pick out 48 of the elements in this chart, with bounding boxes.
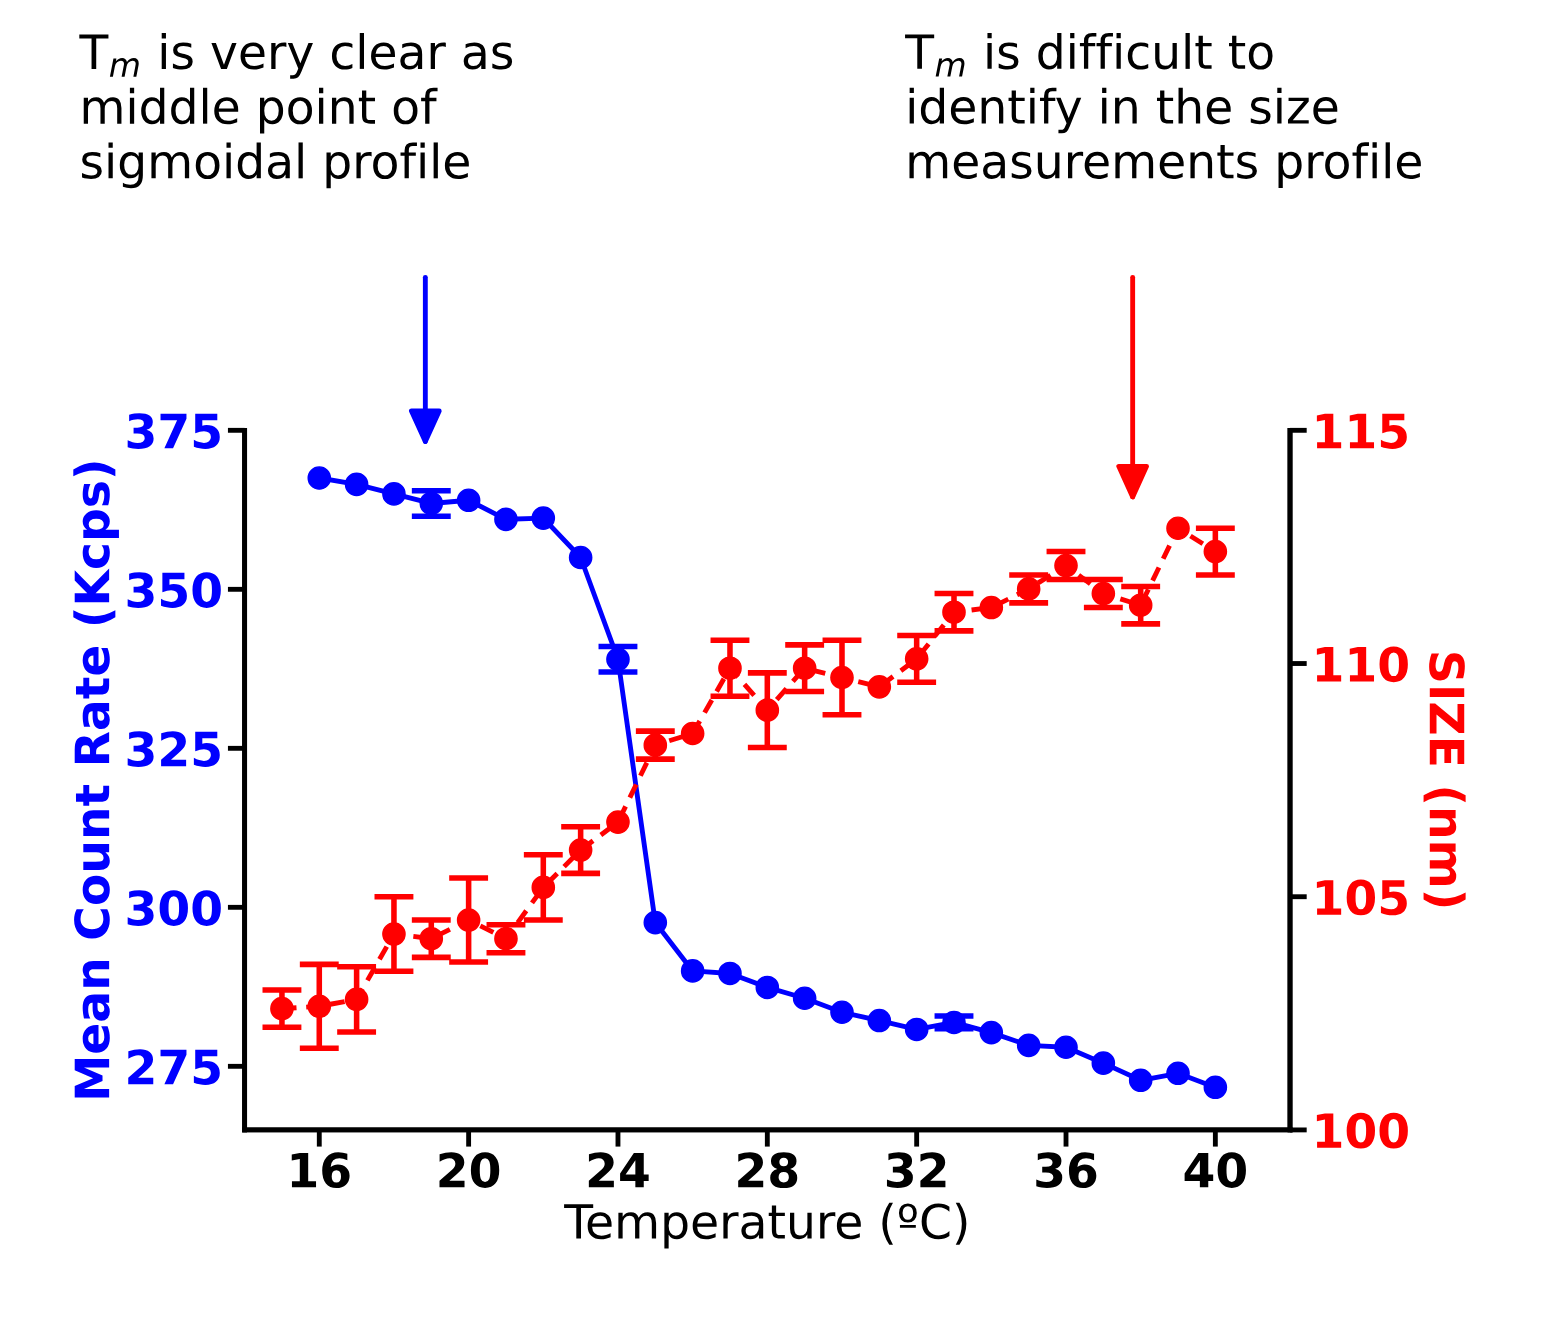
x-tick-label: 16 <box>291 1152 350 1188</box>
x-tick-label: 28 <box>738 1152 798 1188</box>
point <box>1166 1061 1190 1086</box>
y-axis-title: Mean Count Rate (Kcps) <box>73 462 119 1098</box>
y-tick-label: 375 <box>127 413 220 449</box>
y-tick-label: 300 <box>127 890 221 926</box>
y2-tick-label: 115 <box>1316 413 1407 449</box>
point <box>1091 1051 1116 1075</box>
y-tick-label: 350 <box>127 572 221 608</box>
x-tick-label: 20 <box>439 1152 500 1188</box>
point <box>344 472 369 497</box>
point <box>755 975 780 1000</box>
point <box>830 1000 854 1025</box>
point <box>307 466 332 490</box>
point <box>531 506 556 530</box>
x-tick-label: 40 <box>1184 1152 1246 1188</box>
point <box>680 721 705 746</box>
x-tick-label: 24 <box>588 1152 649 1188</box>
point <box>1128 1068 1153 1093</box>
point <box>494 507 518 532</box>
point <box>643 910 668 935</box>
point <box>1166 516 1190 541</box>
y2-tick-label: 110 <box>1316 646 1408 683</box>
y-tick-label: 275 <box>128 1049 220 1085</box>
point <box>718 961 742 986</box>
point <box>904 1017 929 1042</box>
x-tick-label: 32 <box>886 1152 946 1188</box>
x-axis-title: Temperature (ºC) <box>564 1202 967 1249</box>
text: T$_{m}$ is difficult to identify in the size measurements profile <box>905 32 1421 189</box>
point <box>456 488 481 513</box>
point <box>680 959 705 983</box>
point <box>606 810 630 834</box>
point <box>1054 1035 1078 1060</box>
y2-tick-label: 100 <box>1316 1112 1408 1149</box>
point <box>867 675 892 699</box>
point <box>568 545 593 570</box>
y2-tick-label: 105 <box>1316 879 1407 916</box>
point <box>1203 1075 1228 1100</box>
point <box>979 1020 1004 1045</box>
y2-axis-title: SIZE (nm) <box>1423 653 1466 907</box>
y-tick-label: 325 <box>127 731 220 767</box>
point <box>867 1008 892 1033</box>
point <box>382 482 406 506</box>
x-tick-label: 36 <box>1036 1152 1097 1188</box>
point <box>1016 1033 1041 1058</box>
point <box>979 595 1004 620</box>
point <box>792 986 817 1011</box>
text: T$_{m}$ is very clear as middle point of sigmoidal profile <box>79 33 513 189</box>
